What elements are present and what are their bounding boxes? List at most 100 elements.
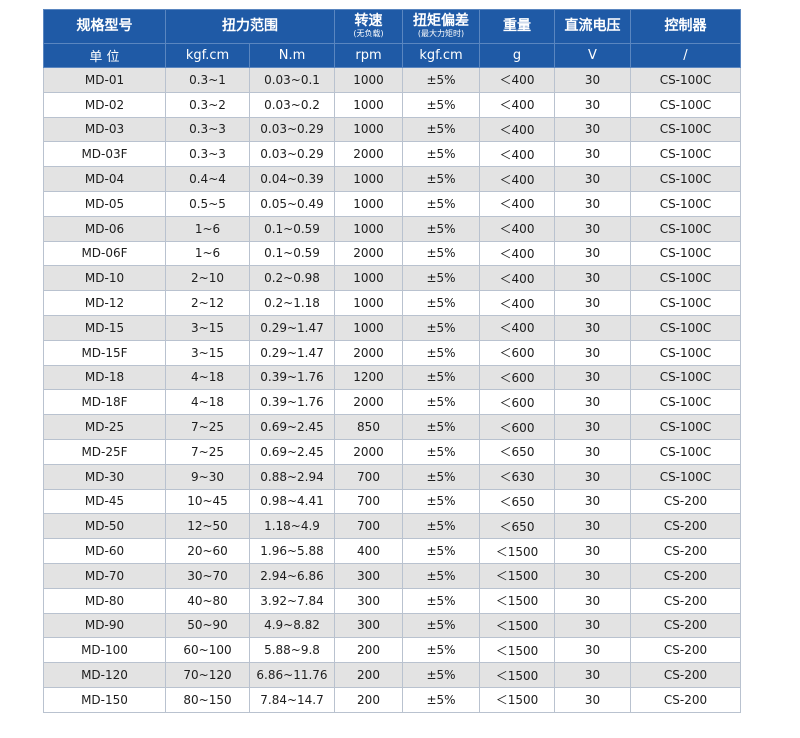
header-speed-note: (无负载) [353,29,384,38]
cell-controller: CS-100C [630,438,741,465]
table-body: MD-01 0.3~1 0.03~0.1 1000 ±5% ＜400 30 CS-100C MD… [43,67,741,713]
cell-deviation: ±5% [402,166,480,192]
table-row: MD-15F 3~15 0.29~1.47 2000 ±5% ＜600 30 CS-100C [43,339,741,366]
cell-weight: ＜600 [479,389,555,416]
header-torque-range: 扭力范围 [165,9,335,44]
cell-controller: CS-200 [630,562,741,589]
cell-voltage: 30 [554,339,631,366]
cell-voltage: 30 [554,166,631,192]
cell-speed: 1000 [334,215,403,242]
cell-deviation: ±5% [402,562,480,589]
unit-controller: / [630,43,741,68]
cell-weight: ＜1500 [479,662,555,688]
table-row: MD-03F 0.3~3 0.03~0.29 2000 ±5% ＜400 30 CS-100C [43,141,741,168]
cell-model: MD-90 [43,612,166,639]
table-row: MD-10 2~10 0.2~0.98 1000 ±5% ＜400 30 CS-100C [43,265,741,292]
cell-controller: CS-200 [630,488,741,515]
spec-table: 规格型号 扭力范围 转速 (无负载) 扭矩偏差 (最大力矩时) 重量 直流电压 … [43,9,741,713]
cell-torque-nm: 0.03~0.2 [249,91,335,118]
cell-deviation: ±5% [402,414,480,440]
cell-torque-nm: 0.39~1.76 [249,389,335,416]
cell-speed: 300 [334,612,403,639]
cell-voltage: 30 [554,414,631,440]
cell-torque-nm: 7.84~14.7 [249,686,335,713]
cell-torque-kgf: 7~25 [165,438,250,465]
cell-model: MD-05 [43,190,166,217]
cell-deviation: ±5% [402,141,480,168]
cell-controller: CS-100C [630,116,741,143]
cell-speed: 1000 [334,91,403,118]
cell-weight: ＜400 [479,67,555,93]
table-row: MD-45 10~45 0.98~4.41 700 ±5% ＜650 30 CS-200 [43,488,741,515]
cell-deviation: ±5% [402,488,480,515]
table-row: MD-25F 7~25 0.69~2.45 2000 ±5% ＜650 30 CS-100C [43,438,741,465]
cell-torque-kgf: 4~18 [165,364,250,391]
cell-speed: 700 [334,463,403,490]
cell-deviation: ±5% [402,290,480,316]
cell-model: MD-150 [43,686,166,713]
cell-deviation: ±5% [402,463,480,490]
cell-model: MD-80 [43,587,166,614]
unit-speed: rpm [334,43,403,68]
cell-model: MD-03F [43,141,166,168]
table-row: MD-01 0.3~1 0.03~0.1 1000 ±5% ＜400 30 CS-100C [43,67,741,93]
cell-model: MD-10 [43,265,166,292]
cell-controller: CS-200 [630,612,741,639]
cell-model: MD-12 [43,290,166,316]
cell-deviation: ±5% [402,314,480,341]
cell-voltage: 30 [554,662,631,688]
cell-controller: CS-200 [630,587,741,614]
table-row: MD-25 7~25 0.69~2.45 850 ±5% ＜600 30 CS-100C [43,414,741,440]
cell-model: MD-15F [43,339,166,366]
cell-torque-kgf: 3~15 [165,314,250,341]
table-row: MD-06F 1~6 0.1~0.59 2000 ±5% ＜400 30 CS-100C [43,240,741,267]
cell-torque-nm: 0.03~0.29 [249,141,335,168]
cell-controller: CS-100C [630,67,741,93]
cell-torque-nm: 0.29~1.47 [249,339,335,366]
cell-controller: CS-200 [630,513,741,540]
cell-torque-nm: 0.1~0.59 [249,240,335,267]
cell-model: MD-15 [43,314,166,341]
cell-torque-kgf: 0.4~4 [165,166,250,192]
cell-model: MD-06 [43,215,166,242]
unit-kgf: kgf.cm [165,43,250,68]
cell-controller: CS-100C [630,166,741,192]
cell-voltage: 30 [554,389,631,416]
cell-model: MD-60 [43,538,166,564]
cell-voltage: 30 [554,463,631,490]
table-row: MD-04 0.4~4 0.04~0.39 1000 ±5% ＜400 30 CS-100C [43,166,741,192]
cell-model: MD-70 [43,562,166,589]
cell-voltage: 30 [554,488,631,515]
cell-torque-kgf: 4~18 [165,389,250,416]
cell-torque-kgf: 3~15 [165,339,250,366]
cell-torque-kgf: 2~12 [165,290,250,316]
table-row: MD-100 60~100 5.88~9.8 200 ±5% ＜1500 30 CS-200 [43,637,741,664]
cell-voltage: 30 [554,240,631,267]
cell-speed: 700 [334,513,403,540]
cell-torque-kgf: 0.3~3 [165,141,250,168]
cell-torque-nm: 1.96~5.88 [249,538,335,564]
cell-torque-nm: 0.1~0.59 [249,215,335,242]
cell-weight: ＜1500 [479,612,555,639]
cell-torque-kgf: 30~70 [165,562,250,589]
cell-weight: ＜400 [479,314,555,341]
header-speed: 转速 (无负载) [334,9,403,44]
cell-speed: 200 [334,662,403,688]
cell-speed: 1000 [334,67,403,93]
cell-voltage: 30 [554,538,631,564]
header-speed-label: 转速 [354,13,383,29]
cell-weight: ＜650 [479,488,555,515]
cell-controller: CS-200 [630,662,741,688]
cell-model: MD-30 [43,463,166,490]
cell-torque-nm: 0.98~4.41 [249,488,335,515]
cell-voltage: 30 [554,612,631,639]
table-row: MD-60 20~60 1.96~5.88 400 ±5% ＜1500 30 CS-200 [43,538,741,564]
cell-weight: ＜400 [479,240,555,267]
cell-torque-kgf: 0.3~2 [165,91,250,118]
cell-model: MD-25F [43,438,166,465]
table-header: 规格型号 扭力范围 转速 (无负载) 扭矩偏差 (最大力矩时) 重量 直流电压 … [43,9,741,68]
cell-torque-nm: 0.04~0.39 [249,166,335,192]
cell-deviation: ±5% [402,662,480,688]
header-voltage: 直流电压 [554,9,631,44]
cell-voltage: 30 [554,686,631,713]
